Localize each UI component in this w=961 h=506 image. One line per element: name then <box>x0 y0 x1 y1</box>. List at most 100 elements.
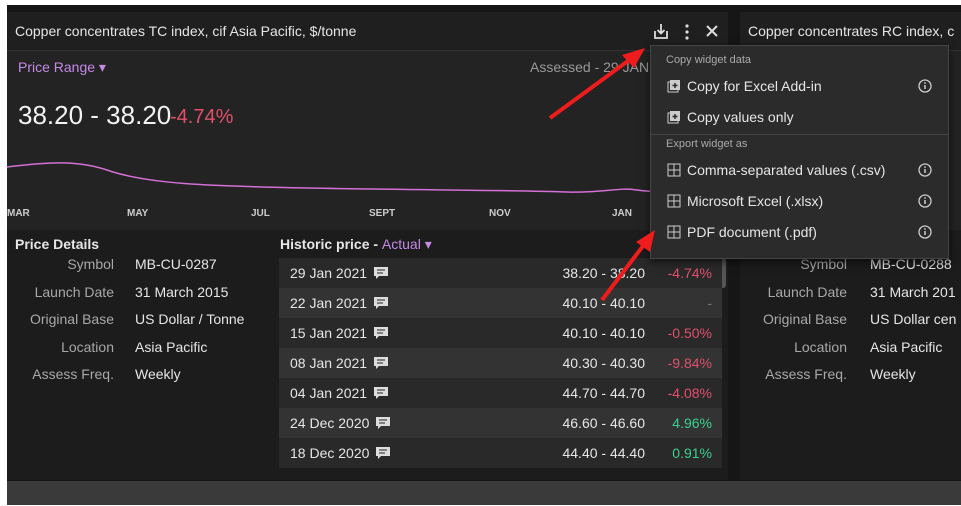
menu-item-label[interactable]: Microsoft Excel (.xlsx) <box>687 193 824 209</box>
more-icon[interactable] <box>685 24 689 40</box>
history-row: 08 Jan 2021 40.30 - 40.30 -9.84% <box>279 348 722 378</box>
grid-icon[interactable] <box>667 194 681 208</box>
detail-label: Assess Freq. <box>765 366 847 382</box>
row-price: 44.70 - 44.70 <box>562 385 645 401</box>
date: 22 Jan 2021 <box>290 295 368 311</box>
detail-label: Launch Date <box>34 283 114 300</box>
info-icon[interactable] <box>918 163 932 177</box>
detail-value: Asia Pacific <box>135 338 208 355</box>
row-change: -9.84% <box>667 355 712 371</box>
menu-item-info[interactable] <box>918 225 932 242</box>
grid-icon[interactable] <box>667 225 681 239</box>
detail-value: Weekly <box>135 366 181 382</box>
mode-selector[interactable]: Actual ▾ <box>381 236 432 252</box>
title-bar: Copper concentrates RC index, c <box>740 12 961 51</box>
date: 18 Dec 2020 <box>290 445 370 461</box>
history-row: 04 Jan 2021 44.70 - 44.70 -4.08% <box>279 378 722 408</box>
right-widget: Copper concentrates RC index, c Symbol MB… <box>740 12 961 480</box>
comment-icon[interactable] <box>373 326 389 340</box>
price: 38.20 - 38.20 <box>18 100 172 130</box>
detail-label: Location <box>794 338 847 355</box>
price-details: Price Details Symbol MB-CU-0287 Launch Dat… <box>7 230 272 480</box>
scrollbar[interactable] <box>718 258 726 288</box>
x-axis-label: SEPT <box>369 208 396 219</box>
mode-label[interactable]: Actual <box>381 236 421 252</box>
menu-item-icon[interactable] <box>667 79 681 96</box>
copy-icon[interactable] <box>667 110 681 124</box>
title-bar: Copper concentrates TC index, cif Asia P… <box>7 12 728 51</box>
history-row: 29 Jan 2021 38.20 - 38.20 -4.74% <box>279 258 722 288</box>
detail-value: US Dollar / Tonne <box>135 311 245 327</box>
menu-item-label[interactable]: PDF document (.pdf) <box>687 224 817 240</box>
menu-item-info[interactable] <box>918 163 932 180</box>
menu-section-title: Export widget as <box>666 138 748 150</box>
toolbar-icons[interactable] <box>653 22 723 42</box>
menu-item[interactable]: PDF document (.pdf) <box>651 218 948 248</box>
menu-item-label[interactable]: Copy for Excel Add-in <box>687 78 822 94</box>
row-price: 38.20 - 38.20 <box>562 265 645 281</box>
grid-icon[interactable] <box>667 163 681 177</box>
history-row: 15 Jan 2021 40.10 - 40.10 -0.50% <box>279 318 722 348</box>
copy-icon[interactable] <box>667 79 681 93</box>
history-row: 18 Dec 2020 44.40 - 44.40 0.91% <box>279 438 722 468</box>
history-title: Historic price - <box>280 236 382 252</box>
app: Copper concentrates TC index, cif Asia P… <box>7 5 961 505</box>
detail-value: 31 March 201 <box>870 283 956 300</box>
footer-bar <box>7 481 961 505</box>
date: 04 Jan 2021 <box>290 385 368 401</box>
menu-item[interactable]: Copy for Excel Add-in <box>651 72 948 102</box>
comment-icon[interactable] <box>373 296 389 310</box>
row-date: 24 Dec 2020 <box>290 415 391 431</box>
menu-item-icon[interactable] <box>667 110 681 127</box>
range-selector[interactable]: Price Range ▾ <box>18 59 106 75</box>
detail-value: US Dollar cen <box>870 311 957 327</box>
price-change: -4.74% <box>170 106 234 128</box>
row-date: 15 Jan 2021 <box>290 325 389 341</box>
right-details-bg: Symbol MB-CU-0288 Launch Date 31 March 201 O… <box>740 230 961 480</box>
info-icon[interactable] <box>918 79 932 93</box>
menu-item-icon[interactable] <box>667 194 681 211</box>
comment-icon[interactable] <box>375 446 391 460</box>
history-row: 22 Jan 2021 40.10 - 40.10 - <box>279 288 722 318</box>
detail-value: 31 March 2015 <box>135 283 229 300</box>
menu-item-icon[interactable] <box>667 225 681 242</box>
date: 08 Jan 2021 <box>290 355 368 371</box>
info-icon[interactable] <box>918 225 932 239</box>
menu-item[interactable]: Comma-separated values (.csv) <box>651 156 948 186</box>
menu-section-title: Copy widget data <box>666 54 751 66</box>
download-icon[interactable] <box>654 24 668 39</box>
row-price: 46.60 - 46.60 <box>562 415 645 431</box>
comment-icon[interactable] <box>373 356 389 370</box>
row-change: - <box>707 295 712 311</box>
range-label[interactable]: Price Range <box>18 59 96 75</box>
assessed-date: Assessed - 29 JAN <box>530 59 650 75</box>
detail-value: MB-CU-0287 <box>135 256 217 272</box>
detail-label: Symbol <box>800 256 847 272</box>
menu-item-label[interactable]: Copy values only <box>687 109 794 125</box>
sparkline <box>7 162 728 193</box>
menu-item-info[interactable] <box>918 79 932 96</box>
comment-icon[interactable] <box>373 386 389 400</box>
menu-item[interactable]: Copy values only <box>651 103 948 133</box>
row-date: 04 Jan 2021 <box>290 385 389 401</box>
menu-divider <box>651 134 948 135</box>
date: 24 Dec 2020 <box>290 415 370 431</box>
menu-item-icon[interactable] <box>667 163 681 180</box>
info-icon[interactable] <box>918 194 932 208</box>
row-price: 40.10 - 40.10 <box>562 295 645 311</box>
detail-value: Asia Pacific <box>870 338 943 355</box>
detail-value: Weekly <box>870 366 916 382</box>
widget-title: Copper concentrates RC index, c <box>748 23 955 39</box>
menu-item-info[interactable] <box>918 194 932 211</box>
left-widget: Copper concentrates TC index, cif Asia P… <box>7 12 728 480</box>
menu-item[interactable]: Microsoft Excel (.xlsx) <box>651 187 948 217</box>
comment-icon[interactable] <box>373 266 389 280</box>
context-menu: Copy widget data Copy for Excel Add-in Cop… <box>650 45 949 259</box>
row-date: 08 Jan 2021 <box>290 355 389 371</box>
close-icon[interactable] <box>706 25 718 37</box>
row-change: -4.74% <box>667 265 712 281</box>
x-axis-label: NOV <box>489 208 511 219</box>
menu-item-label[interactable]: Comma-separated values (.csv) <box>687 162 886 178</box>
row-date: 18 Dec 2020 <box>290 445 391 461</box>
comment-icon[interactable] <box>375 416 391 430</box>
